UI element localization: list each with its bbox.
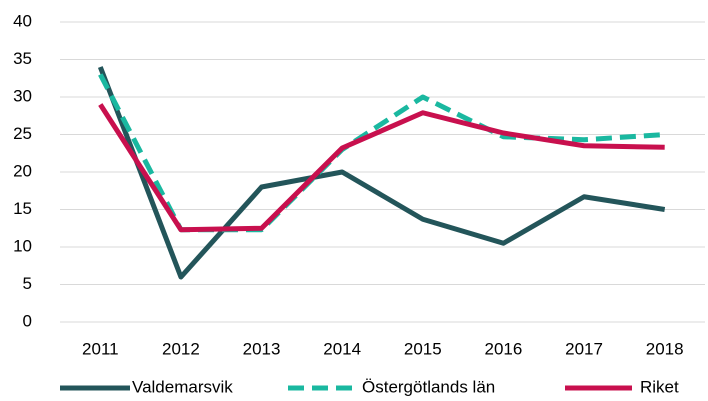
y-tick-label: 15 (13, 199, 32, 218)
legend-label: Östergötlands län (362, 377, 495, 396)
x-tick-label: 2014 (323, 339, 361, 358)
y-tick-label: 5 (23, 274, 32, 293)
x-tick-label: 2012 (162, 339, 200, 358)
x-tick-label: 2015 (404, 339, 442, 358)
y-tick-label: 30 (13, 86, 32, 105)
y-tick-label: 40 (13, 11, 32, 30)
series-line (98, 103, 665, 233)
x-tick-label: 2016 (485, 339, 523, 358)
y-tick-label: 10 (13, 236, 32, 255)
series-line (97, 66, 666, 280)
x-tick-label: 2017 (565, 339, 603, 358)
x-tick-label: 2013 (243, 339, 281, 358)
y-tick-label: 20 (13, 161, 32, 180)
x-tick-label: 2011 (82, 339, 119, 358)
y-tick-label: 35 (13, 49, 32, 68)
legend-label: Riket (640, 377, 679, 396)
y-tick-label: 0 (23, 311, 32, 330)
y-tick-label: 25 (13, 124, 32, 143)
legend-label: Valdemarsvik (132, 377, 233, 396)
x-tick-label: 2018 (646, 339, 684, 358)
series-line (98, 73, 665, 233)
